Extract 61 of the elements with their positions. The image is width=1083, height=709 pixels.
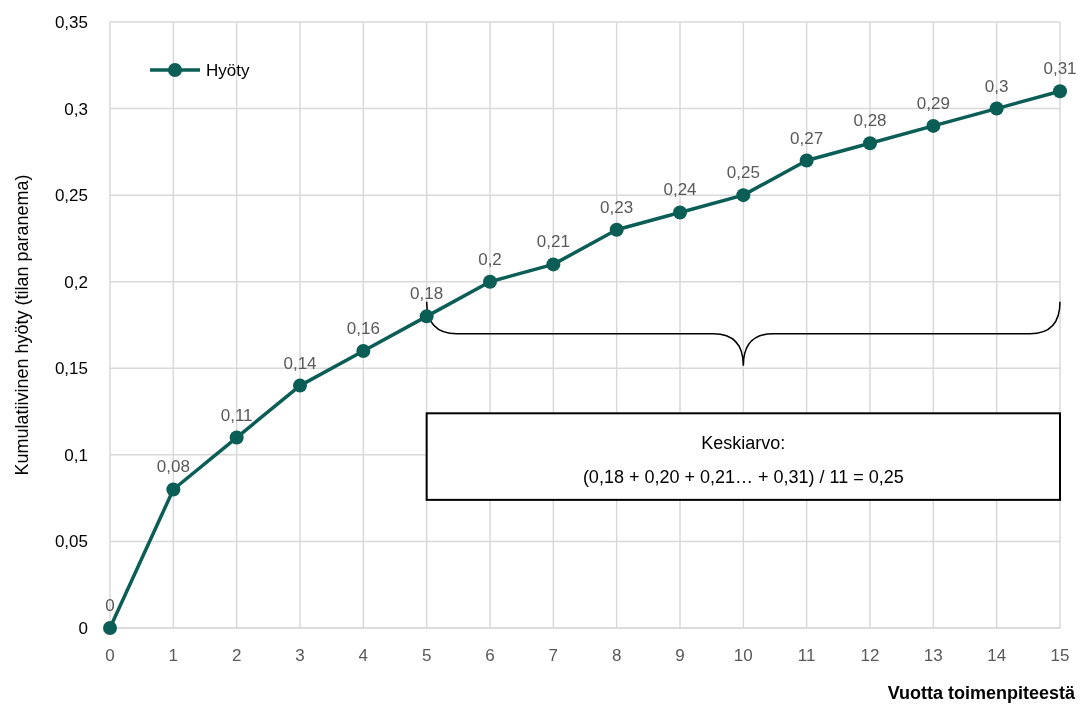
x-tick-label: 10 — [733, 646, 753, 665]
x-tick-label: 15 — [1050, 646, 1070, 665]
x-tick-label: 0 — [105, 646, 115, 665]
point — [736, 188, 751, 203]
point — [673, 205, 687, 220]
point — [989, 101, 1004, 116]
data-label: 0,24 — [663, 180, 697, 200]
point — [926, 118, 941, 133]
x-tick-label: 11 — [797, 646, 816, 665]
y-tick-label: 0,2 — [64, 272, 88, 292]
point — [863, 136, 877, 151]
x-tick-label: 1 — [168, 646, 179, 665]
data-label: 0,23 — [600, 197, 634, 217]
x-tick-label: 13 — [923, 646, 943, 665]
y-tick-label: 0,15 — [54, 359, 88, 379]
x-tick-label: 14 — [987, 646, 1007, 665]
data-label: 0,28 — [853, 111, 887, 131]
x-tick-label: 2 — [231, 646, 242, 665]
data-label: 0,18 — [410, 284, 444, 304]
point — [166, 482, 181, 497]
data-label: 0,2 — [478, 249, 502, 269]
x-tick-label: 8 — [611, 646, 622, 665]
data-label: 0,14 — [283, 353, 317, 373]
y-axis-title: Kumulatiivinen hyöty (tilan paranema) — [12, 174, 32, 476]
y-tick-label: 0,1 — [64, 445, 88, 465]
data-label: 0,25 — [726, 163, 760, 183]
x-tick-label: 12 — [860, 646, 880, 665]
data-label: 0,16 — [346, 318, 380, 338]
data-label: 0 — [105, 596, 115, 615]
point — [356, 343, 371, 358]
data-label: 0,08 — [156, 457, 190, 477]
data-label: 0,3 — [984, 76, 1009, 96]
y-tick-label: 0,3 — [64, 99, 88, 119]
point — [546, 257, 561, 272]
x-axis-title: Vuotta toimenpiteestä — [887, 683, 1076, 703]
point — [483, 274, 497, 289]
point — [419, 309, 434, 324]
data-label: 0,11 — [220, 405, 253, 425]
y-tick-label: 0,35 — [54, 13, 88, 32]
x-tick-label: 9 — [675, 646, 685, 665]
data-label: 0,31 — [1043, 59, 1077, 79]
point — [293, 378, 307, 393]
data-label: 0,27 — [790, 128, 824, 148]
annotation: Keskiarvo: — [701, 433, 786, 454]
legend-label: Hyöty — [206, 61, 250, 80]
y-tick-label: 0,05 — [54, 532, 88, 552]
point — [799, 153, 814, 168]
y-tick-label: 0,25 — [54, 186, 88, 206]
x-tick-label: 7 — [548, 646, 559, 665]
point — [103, 621, 117, 635]
x-tick-label: 4 — [358, 646, 369, 665]
x-tick-label: 6 — [485, 646, 495, 665]
x-tick-label: 3 — [295, 646, 305, 665]
point — [609, 222, 624, 237]
point — [1053, 84, 1067, 99]
annotation: (0,18 + 0,20 + 0,21… + 0,31) / 11 = 0,25 — [582, 467, 904, 488]
y-tick-label: 0 — [78, 619, 88, 638]
x-tick-label: 5 — [421, 646, 432, 665]
point — [229, 430, 244, 445]
data-label: 0,29 — [916, 93, 950, 113]
data-label: 0,21 — [536, 232, 570, 252]
